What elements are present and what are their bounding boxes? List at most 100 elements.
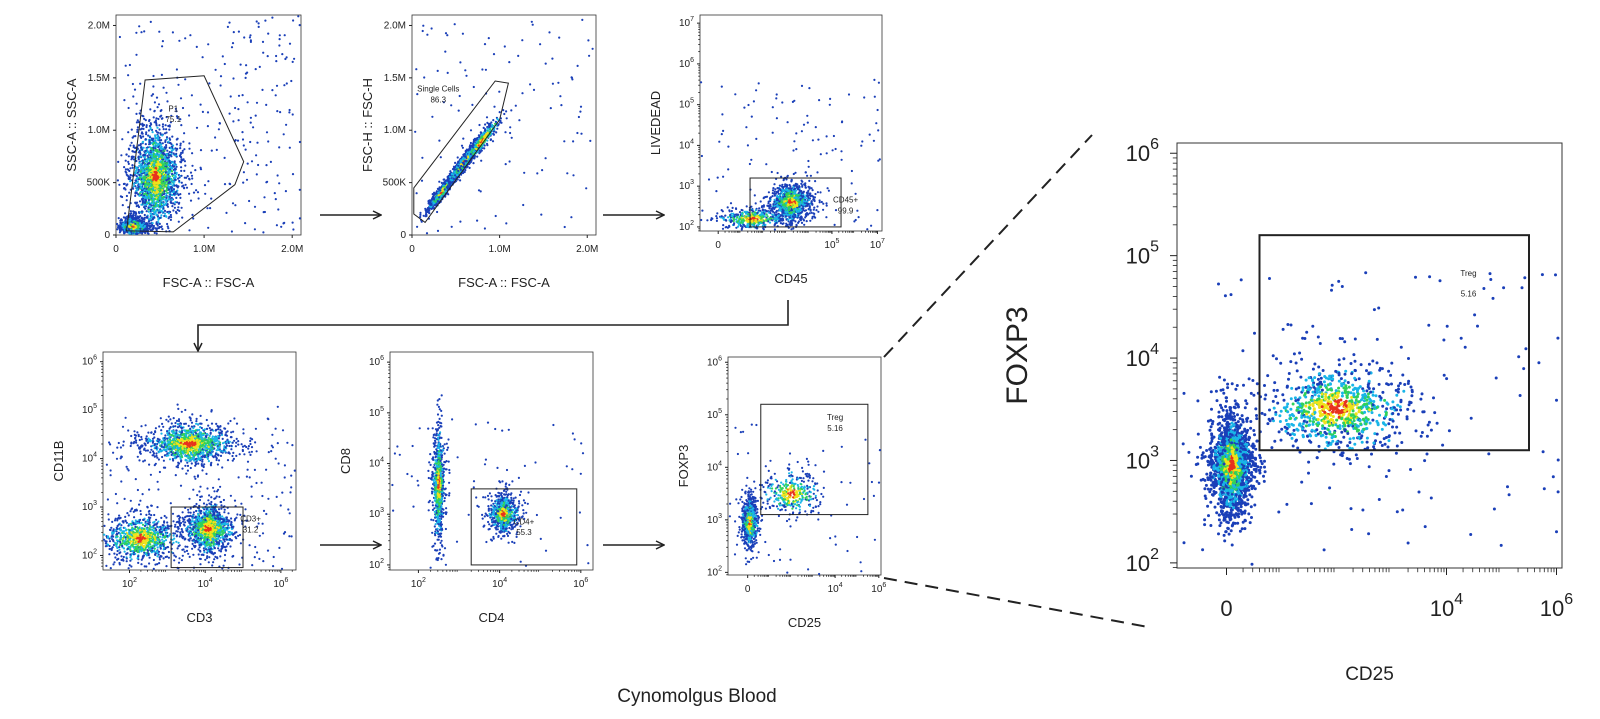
- event-dot: [162, 128, 165, 131]
- event-dot: [427, 202, 430, 205]
- event-dot: [229, 183, 232, 186]
- event-dot: [439, 192, 442, 195]
- event-dot: [158, 157, 162, 160]
- event-dot: [469, 129, 473, 132]
- event-dot: [128, 63, 131, 67]
- event-dot: [137, 168, 140, 171]
- event-dot: [119, 195, 122, 198]
- event-dot: [179, 160, 182, 163]
- event-dot: [478, 123, 481, 127]
- event-dot: [423, 76, 426, 79]
- event-dot: [161, 40, 164, 43]
- event-dot: [156, 203, 159, 206]
- event-dot: [139, 165, 142, 169]
- event-dot: [151, 93, 155, 96]
- event-dot: [121, 204, 124, 207]
- event-dot: [182, 140, 185, 143]
- event-dot: [132, 227, 135, 231]
- event-dot: [242, 144, 245, 147]
- event-dot: [155, 167, 158, 170]
- event-dot: [140, 31, 143, 34]
- event-dot: [132, 144, 135, 147]
- event-dot: [178, 209, 181, 212]
- event-dot: [146, 193, 149, 197]
- event-dot: [121, 228, 124, 231]
- event-dot: [278, 182, 281, 185]
- event-dot: [244, 222, 247, 225]
- event-dot: [168, 159, 171, 162]
- event-dot: [169, 168, 172, 171]
- event-dot: [139, 82, 142, 85]
- event-dot: [116, 179, 119, 182]
- event-dot: [236, 139, 240, 142]
- event-dot: [276, 110, 279, 113]
- event-dot: [206, 125, 209, 128]
- event-dot: [155, 229, 158, 232]
- event-dot: [161, 182, 164, 185]
- event-dot: [148, 136, 152, 139]
- event-dot: [147, 210, 150, 213]
- event-dot: [232, 120, 235, 123]
- event-dot: [234, 106, 237, 110]
- event-dot: [147, 206, 150, 209]
- event-dot: [143, 30, 146, 33]
- event-dot: [183, 186, 186, 189]
- event-dot: [249, 116, 252, 119]
- event-dot: [173, 165, 176, 168]
- y-tick-label: 1.0M: [88, 125, 110, 136]
- event-dot: [165, 188, 168, 191]
- event-dot: [581, 18, 584, 21]
- event-dot: [292, 19, 295, 22]
- event-dot: [145, 124, 148, 127]
- event-dot: [160, 145, 163, 148]
- event-dot: [154, 192, 157, 195]
- event-dot: [275, 54, 278, 58]
- event-dot: [179, 196, 182, 199]
- event-dot: [436, 210, 439, 214]
- event-dot: [255, 101, 259, 104]
- event-dot: [510, 136, 513, 139]
- event-dot: [155, 213, 158, 217]
- event-dot: [415, 192, 418, 195]
- event-dot: [135, 189, 138, 192]
- event-dot: [293, 57, 296, 60]
- event-dot: [164, 202, 167, 205]
- event-dot: [244, 148, 247, 151]
- event-dot: [188, 178, 191, 181]
- event-dot: [156, 106, 159, 109]
- event-dot: [183, 160, 186, 163]
- event-dot: [155, 232, 158, 235]
- event-dot: [139, 170, 142, 173]
- event-dot: [130, 155, 133, 158]
- event-dot: [166, 205, 170, 208]
- event-dot: [505, 222, 508, 225]
- event-dot: [165, 128, 168, 131]
- event-dot: [152, 187, 155, 190]
- event-dot: [116, 228, 119, 231]
- event-dot: [175, 165, 178, 168]
- event-dot: [241, 131, 244, 134]
- event-dot: [161, 125, 164, 128]
- event-dot: [150, 147, 153, 150]
- event-dot: [166, 100, 169, 103]
- event-dot: [155, 145, 158, 148]
- event-dot: [161, 156, 164, 160]
- event-dot: [168, 150, 171, 154]
- event-dot: [161, 134, 164, 137]
- event-dot: [428, 199, 431, 202]
- event-dot: [435, 196, 439, 199]
- event-dot: [144, 152, 147, 155]
- event-dot: [152, 166, 155, 169]
- event-dot: [152, 143, 155, 146]
- event-dot: [143, 213, 146, 217]
- event-dot: [139, 155, 142, 158]
- event-dot: [162, 167, 165, 170]
- event-dot: [276, 174, 279, 177]
- event-dot: [188, 142, 191, 145]
- event-dot: [161, 189, 164, 192]
- event-dot: [164, 124, 167, 127]
- event-dot: [283, 34, 286, 37]
- event-dot: [483, 227, 486, 230]
- event-dot: [540, 213, 543, 216]
